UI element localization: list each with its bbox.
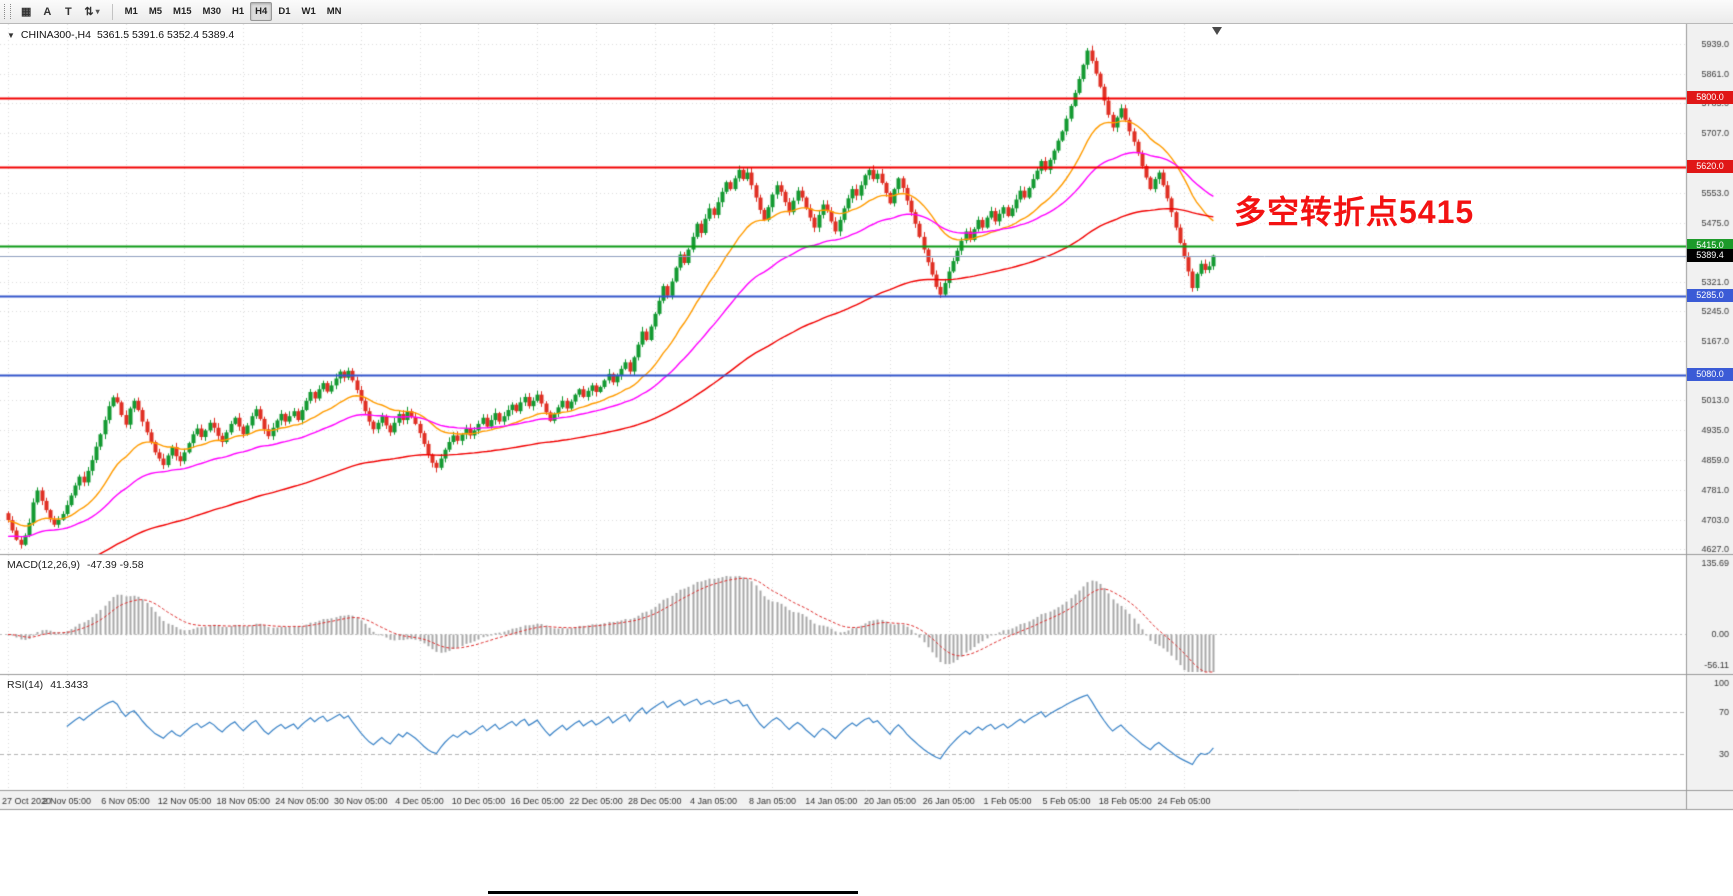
drawing-tools: ▦ A T ⇅ ▾ bbox=[16, 2, 105, 21]
scale-tool-button[interactable]: ⇅ ▾ bbox=[79, 2, 104, 21]
price-tag-5620.0: 5620.0 bbox=[1687, 159, 1733, 173]
price-tag-5415.0: 5415.0 bbox=[1687, 238, 1733, 252]
hscrollbar-thumb[interactable] bbox=[488, 891, 858, 894]
price-tag-5285.0: 5285.0 bbox=[1687, 288, 1733, 302]
timeframe-button-w1[interactable]: W1 bbox=[296, 2, 320, 21]
rsi-value: 41.3433 bbox=[50, 679, 89, 691]
toolbar-separator bbox=[111, 3, 113, 20]
timeframe-button-h1[interactable]: H1 bbox=[227, 2, 249, 21]
timeframe-button-h4[interactable]: H4 bbox=[250, 2, 273, 21]
price-tag-5080.0: 5080.0 bbox=[1687, 367, 1733, 381]
toolbar-grip[interactable] bbox=[4, 4, 11, 19]
timeframe-button-m15[interactable]: M15 bbox=[168, 2, 196, 21]
chart-area: ▼ CHINA300-,H4 5361.5 5391.6 5352.4 5389… bbox=[0, 24, 1733, 896]
dropdown-caret-icon: ▾ bbox=[95, 7, 100, 16]
price-tag-5389.4: 5389.4 bbox=[1687, 248, 1733, 262]
chart-annotation-text[interactable]: 多空转折点5415 bbox=[1234, 194, 1475, 230]
timeframe-button-m5[interactable]: M5 bbox=[144, 2, 167, 21]
chart-shift-marker-icon bbox=[1212, 27, 1222, 35]
price-tag-5800.0: 5800.0 bbox=[1687, 90, 1733, 104]
text-tool-button[interactable]: T bbox=[58, 2, 78, 21]
macd-label: MACD(12,26,9) bbox=[7, 559, 80, 571]
rsi-label: RSI(14) bbox=[7, 679, 44, 691]
timeframe-group: M1 M5 M15 M30 H1 H4 D1 W1 MN bbox=[120, 2, 347, 21]
price-chart-canvas[interactable] bbox=[0, 24, 1733, 896]
macd-values: -47.39 -9.58 bbox=[86, 559, 144, 571]
horizontal-scrollbar[interactable] bbox=[0, 888, 1733, 896]
annotate-text-button[interactable]: A bbox=[37, 2, 57, 21]
timeframe-button-m1[interactable]: M1 bbox=[120, 2, 143, 21]
chart-collapse-icon: ▼ bbox=[7, 30, 15, 40]
timeframe-button-mn[interactable]: MN bbox=[322, 2, 347, 21]
chart-symbol-label: CHINA300-,H4 bbox=[20, 29, 91, 41]
timeframe-button-d1[interactable]: D1 bbox=[273, 2, 295, 21]
rsi-pane-header: RSI(14) 41.3433 bbox=[7, 679, 88, 691]
chart-ohlc-values: 5361.5 5391.6 5352.4 5389.4 bbox=[96, 29, 235, 41]
chart-title: ▼ CHINA300-,H4 5361.5 5391.6 5352.4 5389… bbox=[7, 29, 234, 41]
macd-pane-header: MACD(12,26,9) -47.39 -9.58 bbox=[7, 559, 144, 571]
toolbar: ▦ A T ⇅ ▾ M1 M5 M15 M30 H1 H4 D1 W1 MN bbox=[0, 0, 1733, 24]
timeframe-button-m30[interactable]: M30 bbox=[198, 2, 226, 21]
chart-window-icon[interactable]: ▦ bbox=[16, 2, 36, 21]
